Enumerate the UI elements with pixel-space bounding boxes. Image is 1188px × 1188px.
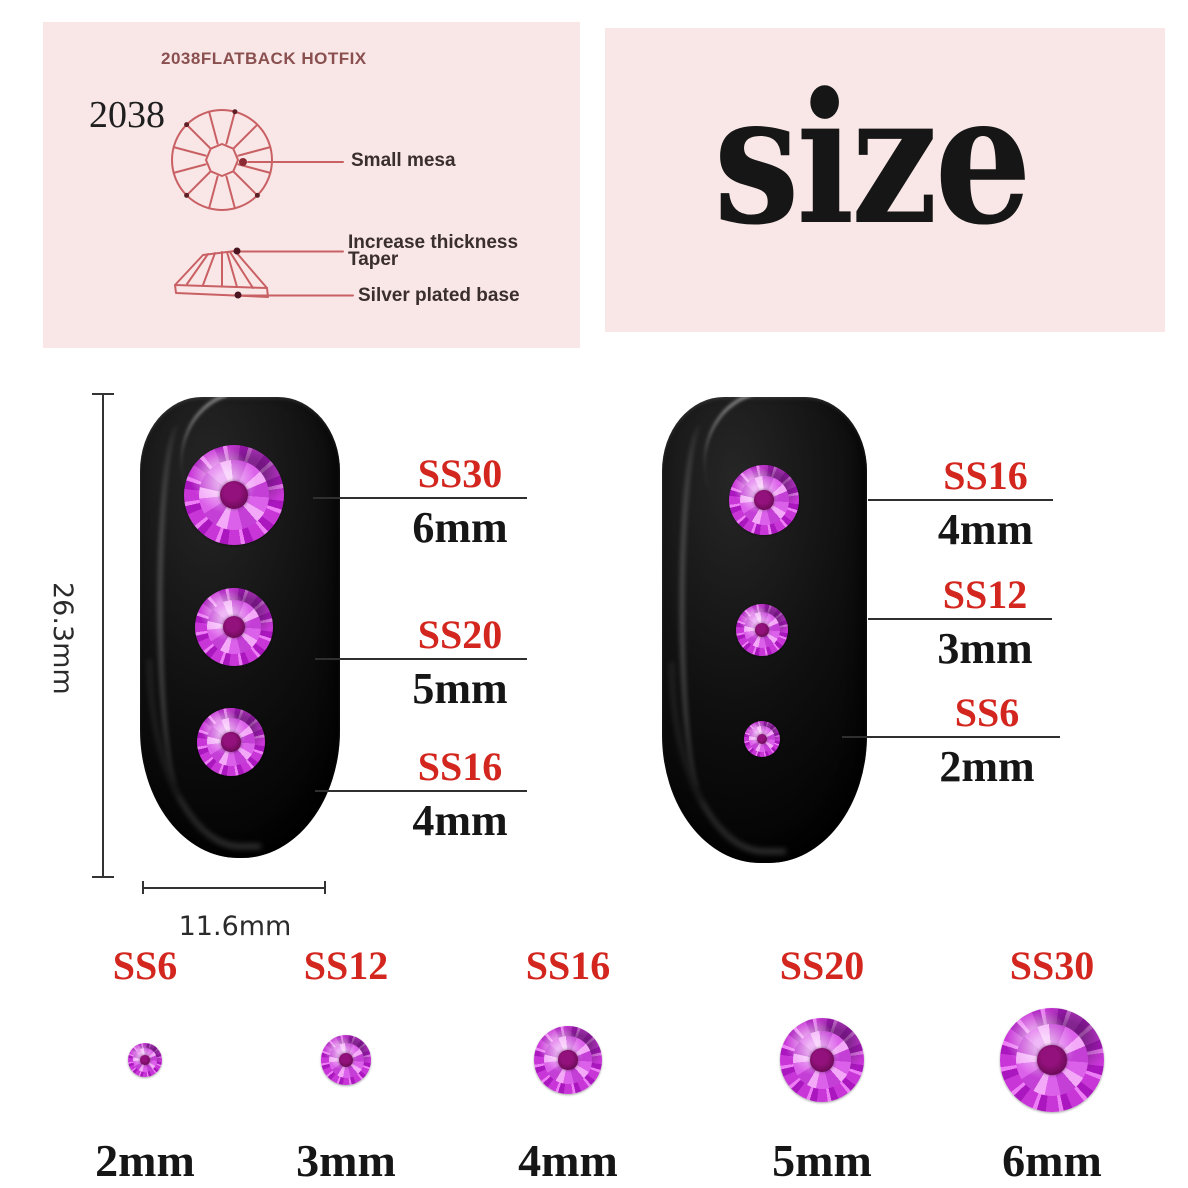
- model-number: 2038: [89, 94, 165, 136]
- nail-right: [662, 397, 867, 863]
- rhinestone-gem-ss30: [184, 445, 284, 545]
- mm-label: 4mm: [937, 505, 1034, 554]
- top-view-dots: [184, 109, 260, 198]
- flatback-header: 2038FLATBACK HOTFIX: [161, 49, 367, 68]
- rhinestone-gem-ss20: [780, 1018, 864, 1102]
- size-title-panel: size: [605, 28, 1165, 332]
- size-row-item-ss30: SS30 6mm: [967, 943, 1137, 1186]
- gem-area: [60, 984, 230, 1136]
- size-title: size: [713, 54, 1032, 265]
- rhinestone-side-view-diagram: [174, 250, 354, 298]
- ss-label: SS12: [942, 572, 1028, 617]
- ss-label: SS6: [954, 690, 1020, 735]
- nail-gloss-arc: [670, 662, 786, 854]
- ss-label: SS16: [417, 744, 503, 789]
- rhinestone-gem-ss12: [736, 604, 788, 656]
- rhinestone-gem-ss20: [195, 588, 273, 666]
- mm-label: 3mm: [296, 1135, 396, 1186]
- horizontal-dimension-cap-right: [324, 881, 326, 894]
- nail-height-label: 26.3mm: [47, 582, 78, 695]
- rhinestone-gem-ss12: [321, 1035, 371, 1085]
- rhinestone-gem-ss6: [744, 721, 780, 757]
- nail-left: [140, 397, 340, 858]
- callout-small-mesa: Small mesa: [351, 150, 456, 171]
- size-row-item-ss12: SS12 3mm: [261, 943, 431, 1186]
- rhinestone-gem-ss16: [729, 465, 799, 535]
- rhinestone-gem-ss30: [1000, 1008, 1104, 1112]
- vertical-dimension-cap-top: [92, 393, 114, 395]
- mm-label: 4mm: [412, 796, 508, 845]
- gem-area: [737, 984, 907, 1136]
- callout-right-ss6: SS6 2mm: [842, 693, 1060, 789]
- vertical-dimension-line: [102, 394, 104, 877]
- nail-gloss-streak: [158, 424, 202, 785]
- size-row-item-ss16: SS16 4mm: [483, 943, 653, 1186]
- callout-right-ss12: SS12 3mm: [868, 575, 1052, 671]
- size-row-item-ss6: SS6 2mm: [60, 943, 230, 1186]
- rhinestone-technical-diagram: [171, 109, 354, 299]
- gem-area: [261, 984, 431, 1136]
- ss-label: SS12: [303, 943, 389, 988]
- ss-label: SS16: [525, 943, 611, 988]
- mm-label: 6mm: [412, 503, 508, 552]
- mm-label: 2mm: [95, 1135, 195, 1186]
- mm-label: 3mm: [937, 624, 1033, 673]
- rhinestone-top-view-diagram: [171, 109, 344, 211]
- mm-label: 4mm: [518, 1135, 618, 1186]
- nail-gloss-streak: [680, 424, 725, 789]
- flatback-diagram-panel: 2038FLATBACK HOTFIX 2038: [43, 22, 580, 348]
- ss-label: SS6: [112, 943, 178, 988]
- callout-silver-plated-base: Silver plated base: [358, 285, 520, 306]
- ss-label: SS30: [1009, 943, 1095, 988]
- callout-left-ss30: SS30 6mm: [313, 454, 527, 550]
- rhinestone-gem-ss16: [534, 1026, 602, 1094]
- ss-label: SS20: [779, 943, 865, 988]
- rhinestone-gem-ss6: [128, 1043, 162, 1077]
- ss-label: SS30: [417, 451, 503, 496]
- nail-width-label: 11.6mm: [178, 911, 292, 942]
- callout-left-ss16: SS16 4mm: [315, 747, 527, 843]
- mm-label: 5mm: [772, 1135, 872, 1186]
- callout-right-ss16: SS16 4mm: [868, 456, 1053, 552]
- side-view-dots: [233, 247, 242, 299]
- vertical-dimension-cap-bottom: [92, 876, 114, 878]
- horizontal-dimension-line: [143, 887, 325, 889]
- callout-left-ss20: SS20 5mm: [315, 615, 527, 711]
- ss-label: SS16: [943, 453, 1028, 498]
- mm-label: 6mm: [1002, 1135, 1102, 1186]
- mm-label: 2mm: [939, 742, 1035, 791]
- horizontal-dimension-cap-left: [142, 881, 144, 894]
- ss-label: SS20: [417, 612, 503, 657]
- mm-label: 5mm: [412, 664, 508, 713]
- rhinestone-gem-ss16: [197, 708, 265, 776]
- size-row-item-ss20: SS20 5mm: [737, 943, 907, 1186]
- gem-area: [967, 984, 1137, 1136]
- gem-area: [483, 984, 653, 1136]
- callout-increase-thickness: Increase thickness: [348, 232, 519, 253]
- callout-taper: Taper: [348, 249, 399, 270]
